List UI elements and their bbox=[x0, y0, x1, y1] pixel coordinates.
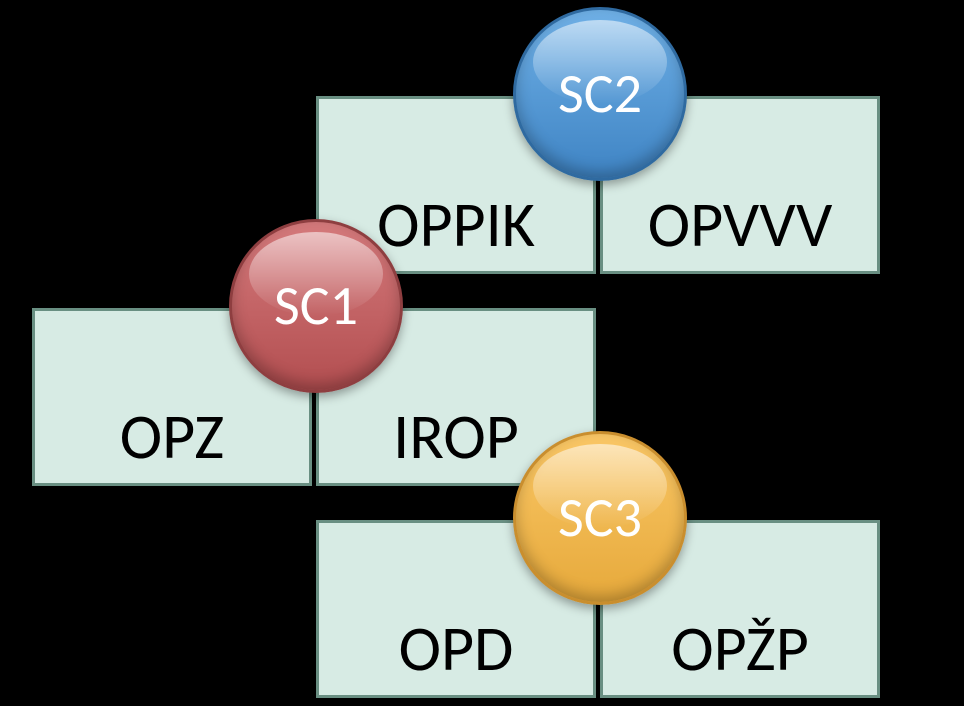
circle-label-sc2: SC2 bbox=[558, 66, 642, 122]
box-label-oppik: OPPIK bbox=[377, 193, 535, 257]
box-label-opvvv: OPVVV bbox=[648, 193, 833, 257]
box-label-irop: IROP bbox=[393, 405, 519, 469]
box-label-opd: OPD bbox=[399, 617, 514, 681]
circle-sc3: SC3 bbox=[513, 431, 687, 605]
circle-sc1: SC1 bbox=[229, 219, 403, 393]
box-label-opzp: OPŽP bbox=[671, 617, 809, 681]
circle-label-sc1: SC1 bbox=[274, 278, 358, 334]
diagram-stage: OPPIK OPVVV OPZ IROP OPD OPŽP SC2 SC1 SC3 bbox=[0, 0, 964, 706]
circle-label-sc3: SC3 bbox=[558, 490, 642, 546]
circle-sc2: SC2 bbox=[513, 7, 687, 181]
box-label-opz: OPZ bbox=[120, 405, 225, 469]
